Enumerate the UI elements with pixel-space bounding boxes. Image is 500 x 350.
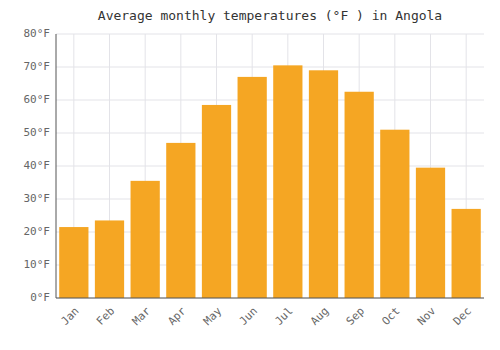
bar bbox=[202, 105, 231, 298]
grid bbox=[56, 34, 484, 298]
y-grid-line bbox=[56, 67, 484, 68]
bar bbox=[452, 209, 481, 298]
bar bbox=[345, 92, 374, 298]
y-grid-line bbox=[56, 298, 484, 299]
y-axis-line bbox=[56, 34, 57, 298]
y-grid-line bbox=[56, 34, 484, 35]
title: Average monthly temperatures (°F ) in An… bbox=[98, 8, 442, 23]
bar bbox=[273, 65, 302, 298]
bar bbox=[309, 70, 338, 298]
x-tick-label: Feb bbox=[94, 305, 117, 328]
bars bbox=[59, 65, 481, 298]
y-tick-label: 0°F bbox=[30, 291, 50, 304]
y-tick-label: 40°F bbox=[24, 159, 51, 172]
y-tick-label: 60°F bbox=[24, 93, 51, 106]
y-tick-label: 20°F bbox=[24, 225, 51, 238]
x-tick-label: Apr bbox=[165, 304, 189, 328]
x-tick-label: Aug bbox=[308, 305, 331, 328]
chart-container: 0°F 10°F 20°F 30°F 40°F 50°F 60°F 70°F 80°F Jan Fe… bbox=[0, 0, 500, 350]
x-tick-label: Jan bbox=[58, 305, 81, 328]
x-tick-label: May bbox=[201, 304, 225, 328]
bar bbox=[131, 181, 160, 298]
x-tick-label: Mar bbox=[130, 304, 154, 328]
x-tick-label: Dec bbox=[451, 305, 474, 328]
chart: 0°F 10°F 20°F 30°F 40°F 50°F 60°F 70°F 80°F Jan Fe… bbox=[0, 0, 500, 350]
y-grid-line bbox=[56, 100, 484, 101]
x-tick-label: Jun bbox=[237, 305, 260, 328]
x-tick-label: Nov bbox=[415, 304, 439, 328]
x-tick-label: Oct bbox=[379, 305, 402, 328]
y-tick-label: 70°F bbox=[24, 60, 51, 73]
y-tick-label: 30°F bbox=[24, 192, 51, 205]
y-grid-line bbox=[56, 166, 484, 167]
y-grid-line bbox=[56, 133, 484, 134]
x-axis-line bbox=[56, 298, 484, 299]
plot-area: 0°F 10°F 20°F 30°F 40°F 50°F 60°F 70°F 80°F Jan Fe… bbox=[24, 27, 485, 328]
bar bbox=[166, 143, 195, 298]
bar bbox=[238, 77, 267, 298]
y-tick-label: 50°F bbox=[24, 126, 51, 139]
bar bbox=[59, 227, 88, 298]
bar bbox=[95, 220, 124, 298]
x-tick-label: Sep bbox=[344, 305, 367, 328]
y-tick-label: 80°F bbox=[24, 27, 51, 40]
y-tick-label: 10°F bbox=[24, 258, 51, 271]
bar bbox=[380, 130, 409, 298]
x-tick-label: Jul bbox=[272, 305, 295, 328]
bar bbox=[416, 168, 445, 298]
